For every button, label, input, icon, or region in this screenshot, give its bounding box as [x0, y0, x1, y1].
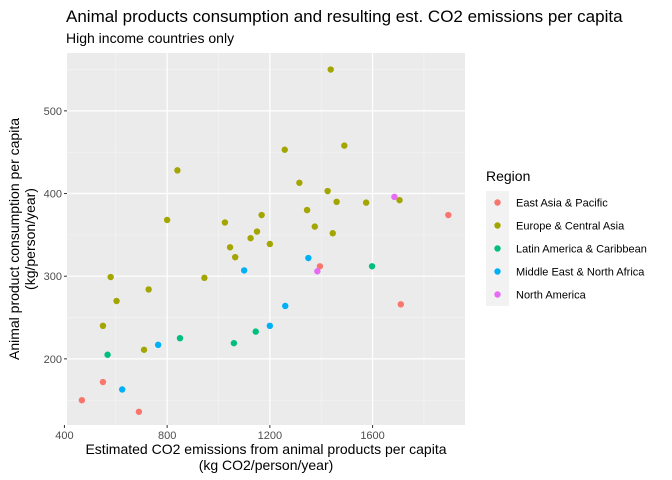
legend-label: Middle East & North Africa: [516, 267, 645, 279]
y-axis-title-line2: (kg/person/year): [22, 188, 38, 290]
point-east-asia-pacific: [397, 301, 405, 308]
point-europe-central-asia: [311, 223, 318, 230]
point-europe-central-asia: [253, 228, 261, 235]
grid-minor: [67, 53, 465, 425]
point-europe-central-asia: [145, 286, 152, 293]
point-europe-central-asia: [174, 167, 181, 174]
point-europe-central-asia: [221, 219, 229, 226]
legend-key: [494, 245, 501, 252]
point-north-america: [391, 193, 398, 201]
point-europe-central-asia: [362, 199, 370, 206]
point-europe-central-asia: [333, 198, 340, 205]
point-latin-america-caribbean: [104, 351, 111, 358]
legend-label: Europe & Central Asia: [516, 221, 625, 233]
y-axis-ticks: 200 300 400 500: [44, 106, 67, 366]
point-middle-east-north-africa: [240, 267, 248, 274]
legend-title: Region: [486, 168, 530, 184]
x-tick-label: 800: [158, 430, 176, 442]
point-latin-america-caribbean: [176, 335, 184, 342]
point-europe-central-asia: [113, 297, 120, 305]
x-axis-title-line1: Estimated CO2 emissions from animal prod…: [85, 441, 446, 457]
point-europe-central-asia: [258, 211, 265, 219]
point-north-america: [314, 268, 321, 275]
x-axis-title-line2: (kg CO2/person/year): [199, 457, 334, 473]
point-europe-central-asia: [303, 206, 311, 214]
point-middle-east-north-africa: [266, 322, 274, 329]
legend: Region East Asia & Pacific Europe & Centr…: [486, 168, 647, 306]
chart-title: Animal products consumption and resultin…: [66, 7, 623, 26]
point-europe-central-asia: [266, 240, 274, 248]
point-europe-central-asia: [324, 187, 331, 195]
y-tick-label: 200: [44, 354, 62, 366]
point-middle-east-north-africa: [282, 302, 289, 310]
point-europe-central-asia: [201, 274, 208, 282]
point-europe-central-asia: [296, 179, 303, 186]
legend-label: East Asia & Pacific: [516, 198, 608, 210]
point-middle-east-north-africa: [154, 341, 162, 349]
point-latin-america-caribbean: [368, 263, 376, 270]
x-axis-ticks: 400 800 1200 1600: [55, 425, 385, 442]
legend-key: [494, 222, 501, 229]
point-middle-east-north-africa: [305, 254, 312, 262]
point-east-asia-pacific: [445, 211, 452, 219]
point-middle-east-north-africa: [119, 386, 126, 393]
plot-panel: [67, 53, 465, 425]
point-east-asia-pacific: [316, 263, 324, 270]
data-points: [78, 66, 452, 415]
point-latin-america-caribbean: [230, 339, 238, 347]
point-europe-central-asia: [281, 146, 288, 153]
point-europe-central-asia: [226, 244, 234, 251]
grid-major: [67, 53, 465, 425]
point-europe-central-asia: [163, 216, 171, 224]
point-latin-america-caribbean: [252, 328, 259, 335]
x-tick-label: 1200: [258, 430, 282, 442]
y-tick-label: 300: [44, 271, 62, 283]
point-europe-central-asia: [231, 253, 239, 261]
point-east-asia-pacific: [99, 378, 107, 386]
point-europe-central-asia: [140, 346, 148, 353]
point-europe-central-asia: [247, 234, 254, 242]
point-east-asia-pacific: [78, 397, 86, 404]
y-tick-label: 400: [44, 189, 62, 201]
y-tick-label: 500: [44, 106, 62, 118]
point-europe-central-asia: [99, 322, 107, 329]
point-europe-central-asia: [327, 66, 334, 73]
x-tick-label: 1600: [360, 430, 384, 442]
legend-label: Latin America & Caribbean: [516, 244, 647, 256]
point-europe-central-asia: [396, 196, 403, 204]
legend-key: [494, 199, 501, 206]
x-tick-label: 400: [55, 430, 73, 442]
point-east-asia-pacific: [135, 408, 143, 415]
legend-label: North America: [516, 290, 587, 302]
point-europe-central-asia: [329, 230, 336, 237]
y-axis-title-line1: Animal product consumption per capita: [6, 118, 22, 360]
point-europe-central-asia: [341, 142, 348, 149]
legend-key: [494, 268, 501, 275]
chart-subtitle: High income countries only: [66, 30, 234, 46]
point-europe-central-asia: [107, 273, 114, 281]
legend-key: [494, 291, 501, 298]
